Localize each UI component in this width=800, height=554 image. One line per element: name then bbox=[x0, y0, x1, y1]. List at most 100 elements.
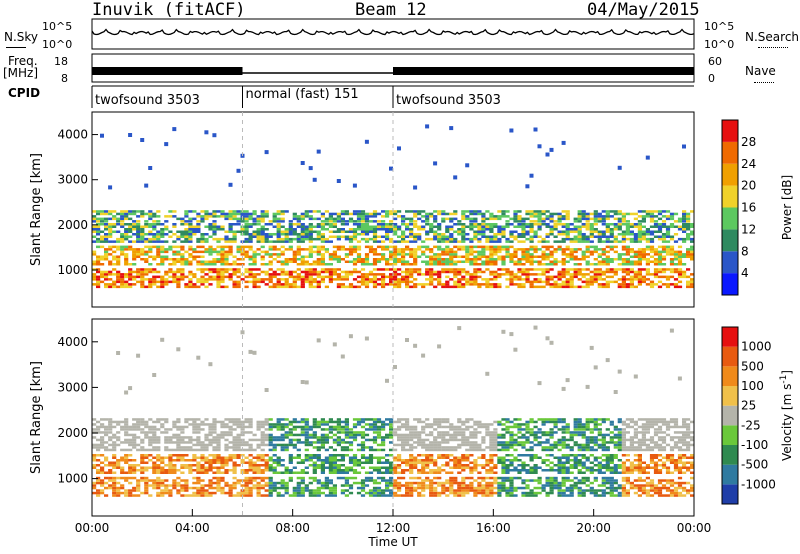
heatmap-cell bbox=[477, 210, 482, 213]
heatmap-cell bbox=[120, 456, 125, 459]
heatmap-cell bbox=[661, 210, 667, 213]
heatmap-cell bbox=[593, 273, 598, 276]
heatmap-cell bbox=[224, 423, 229, 426]
heatmap-cell bbox=[545, 235, 550, 238]
heatmap-cell bbox=[605, 223, 610, 226]
heatmap-cell bbox=[529, 230, 534, 233]
heatmap-cell bbox=[529, 285, 534, 289]
heatmap-cell bbox=[401, 215, 406, 218]
heatmap-cell bbox=[320, 491, 325, 495]
heatmap-cell bbox=[140, 268, 145, 271]
heatmap-cell bbox=[473, 486, 478, 490]
heatmap-cell bbox=[232, 270, 237, 274]
heatmap-cell bbox=[690, 230, 695, 233]
heatmap-cell bbox=[108, 285, 113, 289]
heatmap-cell bbox=[633, 240, 638, 243]
heatmap-cell bbox=[128, 225, 133, 228]
heatmap-cell bbox=[529, 263, 534, 266]
heatmap-cell bbox=[192, 456, 197, 459]
heatmap-cell bbox=[184, 425, 189, 429]
heatmap-cell bbox=[473, 433, 478, 437]
heatmap-cell bbox=[537, 255, 542, 258]
heatmap-cell bbox=[364, 491, 370, 495]
heatmap-cell bbox=[393, 469, 398, 472]
heatmap-cell bbox=[236, 441, 241, 444]
heatmap-cell bbox=[100, 443, 105, 447]
heatmap-cell bbox=[376, 245, 382, 249]
heatmap-cell bbox=[260, 278, 265, 281]
heatmap-cell bbox=[272, 438, 277, 442]
heatmap-cell bbox=[637, 225, 642, 228]
heatmap-cell bbox=[641, 268, 646, 271]
heatmap-cell bbox=[360, 220, 366, 223]
heatmap-cell bbox=[389, 220, 394, 223]
heatmap-cell bbox=[565, 248, 570, 251]
heatmap-cell bbox=[212, 268, 217, 271]
heatmap-cell bbox=[517, 423, 522, 426]
heatmap-cell bbox=[665, 283, 671, 286]
nsky-tick-bottom: 10^0 bbox=[42, 38, 72, 51]
heatmap-cell bbox=[573, 263, 578, 266]
heatmap-cell bbox=[296, 268, 301, 271]
heatmap-cell bbox=[669, 253, 675, 256]
heatmap-cell bbox=[501, 459, 506, 462]
heatmap-cell bbox=[344, 436, 349, 439]
heatmap-cell bbox=[132, 253, 137, 256]
heatmap-cell bbox=[433, 443, 438, 447]
heatmap-cell bbox=[280, 270, 285, 274]
heatmap-cell bbox=[653, 225, 659, 228]
heatmap-cell bbox=[104, 441, 109, 444]
heatmap-cell bbox=[260, 245, 265, 249]
heatmap-cell bbox=[633, 223, 638, 226]
heatmap-cell bbox=[385, 283, 390, 286]
heatmap-cell bbox=[497, 433, 502, 437]
heatmap-cell bbox=[409, 235, 414, 238]
heatmap-cell bbox=[96, 275, 101, 279]
heatmap-cell bbox=[477, 223, 482, 226]
heatmap-cell bbox=[605, 237, 610, 241]
heatmap-cell bbox=[653, 210, 659, 213]
heatmap-cell bbox=[497, 420, 502, 424]
heatmap-cell bbox=[112, 443, 117, 447]
heatmap-cell bbox=[220, 225, 225, 228]
heatmap-cell bbox=[413, 431, 418, 434]
heatmap-cell bbox=[132, 446, 137, 449]
heatmap-cell bbox=[445, 456, 450, 459]
heatmap-cell bbox=[405, 248, 410, 251]
heatmap-cell bbox=[312, 250, 317, 254]
heatmap-cell bbox=[521, 250, 526, 254]
heatmap-cell bbox=[308, 248, 313, 251]
heatmap-cell bbox=[449, 228, 454, 231]
heatmap-cell bbox=[445, 268, 450, 271]
heatmap-cell bbox=[417, 248, 422, 251]
heatmap-cell bbox=[629, 248, 634, 251]
heatmap-cell bbox=[284, 423, 289, 426]
heatmap-cell bbox=[597, 212, 602, 216]
heatmap-cell bbox=[376, 223, 382, 226]
heatmap-cell bbox=[180, 479, 185, 482]
heatmap-cell bbox=[104, 255, 109, 258]
heatmap-cell bbox=[641, 220, 646, 223]
heatmap-cell bbox=[421, 489, 426, 492]
heatmap-cell bbox=[136, 268, 141, 271]
heatmap-cell bbox=[348, 441, 354, 444]
heatmap-cell bbox=[352, 228, 358, 231]
heatmap-cell bbox=[104, 425, 109, 429]
heatmap-cell bbox=[465, 215, 470, 218]
heatmap-cell bbox=[140, 280, 145, 284]
heatmap-cell bbox=[252, 235, 257, 238]
heatmap-cell bbox=[389, 240, 394, 243]
heatmap-cell bbox=[228, 263, 233, 266]
heatmap-cell bbox=[437, 280, 442, 284]
heatmap-cell bbox=[152, 245, 157, 249]
heatmap-cell bbox=[148, 210, 153, 213]
heatmap-cell bbox=[128, 489, 133, 492]
heatmap-cell bbox=[356, 461, 362, 464]
heatmap-cell bbox=[332, 459, 337, 462]
heatmap-cell bbox=[144, 454, 149, 457]
heatmap-cell bbox=[284, 283, 289, 286]
heatmap-cell bbox=[304, 237, 309, 241]
heatmap-cell bbox=[192, 454, 197, 457]
heatmap-cell bbox=[569, 228, 574, 231]
heatmap-cell bbox=[372, 230, 378, 233]
